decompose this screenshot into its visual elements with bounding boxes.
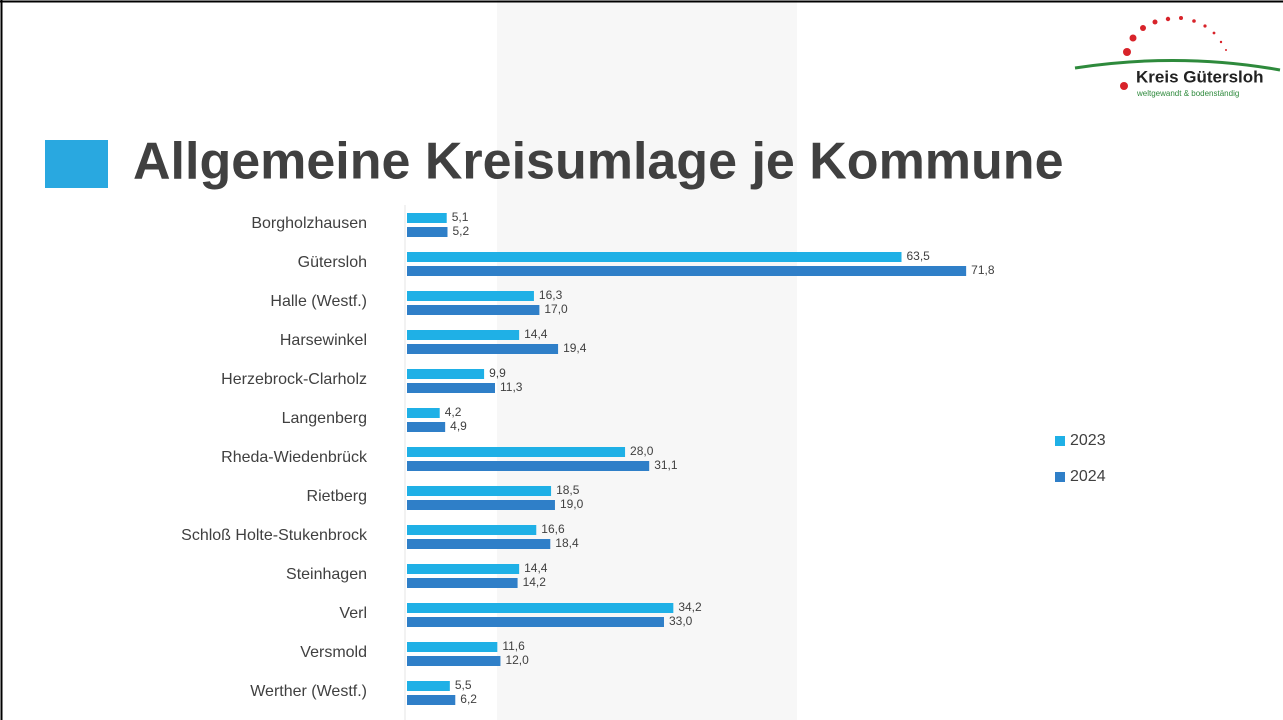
data-label: 11,3 [500,380,523,394]
logo-dots [1120,16,1227,90]
data-label: 19,0 [560,497,584,511]
legend-swatch [1055,472,1065,482]
data-label: 14,4 [524,327,548,341]
data-label: 19,4 [563,341,587,355]
data-label: 6,2 [460,692,477,706]
bar [407,578,518,588]
bar [407,656,501,666]
category-label: Werther (Westf.) [250,683,367,700]
bar [407,695,456,705]
legend-label: 2024 [1070,468,1106,485]
data-label: 9,9 [489,366,506,380]
category-label: Schloß Holte-Stukenbrock [181,527,368,544]
data-label: 18,5 [556,483,580,497]
bar [407,252,902,262]
data-label: 4,2 [445,405,462,419]
data-label: 28,0 [630,444,654,458]
bar [407,681,450,691]
data-label: 31,1 [654,458,678,472]
category-label: Harsewinkel [280,332,367,349]
bar [407,383,495,393]
data-label: 4,9 [450,419,467,433]
bar [407,330,520,340]
bar [407,408,440,418]
bar [407,213,447,223]
bar [407,642,498,652]
category-label: Rietberg [307,488,367,505]
bar [407,500,555,510]
bar [407,291,534,301]
bar [407,525,537,535]
bar [407,486,552,496]
legend-swatch [1055,436,1065,446]
bar [407,461,650,471]
data-label: 5,5 [455,678,472,692]
logo-swoosh [1074,58,1281,72]
category-label: Borgholzhausen [251,215,367,232]
title-square [45,140,108,188]
bar [407,344,559,354]
bar [407,422,446,432]
data-label: 5,2 [452,224,469,238]
data-label: 12,0 [505,653,529,667]
bar [407,369,485,379]
background-band [497,0,797,720]
data-label: 34,2 [678,600,702,614]
logo-tagline: weltgewandt & bodenständig [1136,89,1239,98]
data-label: 71,8 [971,263,995,277]
data-label: 14,2 [523,575,547,589]
data-label: 17,0 [544,302,568,316]
chart-title: Allgemeine Kreisumlage je Kommune [133,133,1064,191]
bar [407,564,520,574]
legend-label: 2023 [1070,432,1106,449]
bar [407,305,540,315]
data-label: 14,4 [524,561,548,575]
category-label: Halle (Westf.) [270,293,367,310]
category-label: Verl [339,605,367,622]
category-label: Langenberg [282,410,367,427]
category-label: Steinhagen [286,566,367,583]
data-label: 33,0 [669,614,693,628]
bar [407,266,967,276]
data-label: 63,5 [907,249,931,263]
logo-name: Kreis Gütersloh [1136,67,1264,86]
data-label: 16,6 [541,522,565,536]
data-label: 5,1 [452,210,469,224]
data-label: 16,3 [539,288,563,302]
bar [407,539,551,549]
bar [407,617,664,627]
bar [407,603,674,613]
logo: Kreis Gütersloh weltgewandt & bodenständ… [1074,16,1281,98]
category-label: Gütersloh [298,254,367,271]
category-label: Rheda-Wiedenbrück [221,449,368,466]
category-label: Versmold [300,644,367,661]
bar [407,447,626,457]
bar [407,227,448,237]
category-label: Herzebrock-Clarholz [221,371,367,388]
data-label: 11,6 [502,639,525,653]
data-label: 18,4 [555,536,579,550]
